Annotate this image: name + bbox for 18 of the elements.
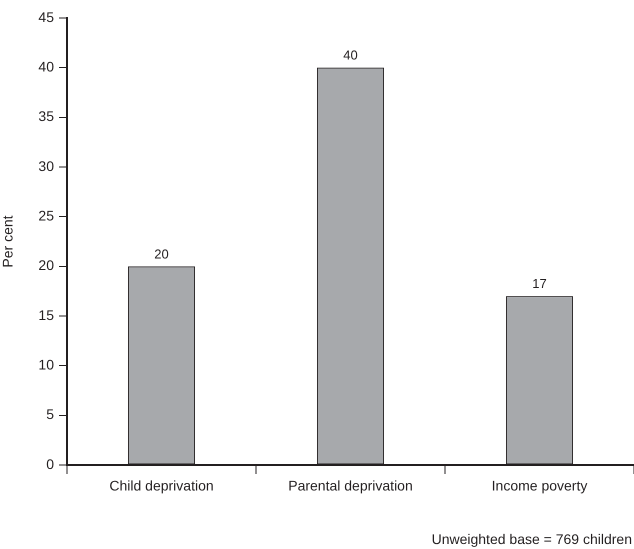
text: Unweighted base = 769 children: [432, 531, 632, 547]
y-tick-label: 5: [46, 406, 54, 422]
y-tick-label: 30: [38, 158, 54, 174]
y-tick-label: 20: [38, 257, 54, 274]
x-tick-label: Child deprivation: [109, 477, 214, 494]
data-label: 40: [343, 48, 358, 63]
data-label: 20: [154, 246, 169, 262]
y-tick-label: 40: [38, 58, 54, 75]
y-tick-label: 15: [38, 306, 54, 323]
y-tick-label: 25: [38, 208, 54, 224]
data-label: 17: [532, 276, 547, 292]
y-tick-label: 35: [38, 108, 54, 124]
y-tick-label: 10: [38, 356, 54, 373]
x-tick-label: Income poverty: [492, 477, 588, 494]
x-tick-label: Parental deprivation: [288, 477, 413, 494]
y-axis-title: Per cent: [0, 215, 16, 268]
y-tick-label: 0: [46, 456, 54, 472]
y-tick-label: 45: [38, 8, 54, 25]
